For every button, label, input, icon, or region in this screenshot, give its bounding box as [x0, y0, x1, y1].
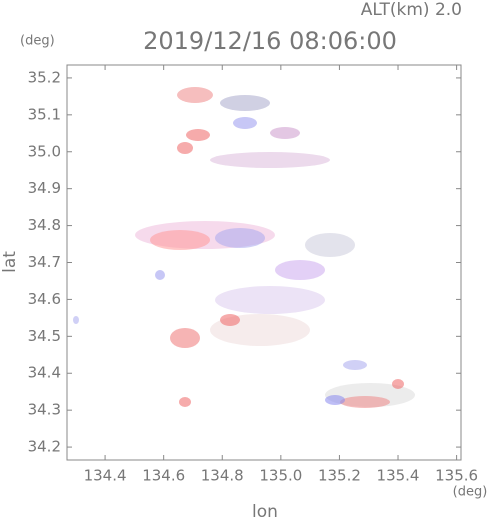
x-tick-label: 134.6: [142, 467, 185, 485]
subtitle: ALT(km) 2.0: [361, 0, 462, 20]
chart-title: 2019/12/16 08:06:00: [143, 27, 397, 55]
x-unit: (deg): [453, 485, 488, 500]
y-tick-label: 34.7: [28, 253, 61, 271]
y-tick-label: 35.1: [28, 105, 61, 123]
x-axis-label: lon: [252, 502, 278, 521]
y-tick-label: 34.8: [28, 216, 61, 234]
x-tick-label: 134.4: [84, 467, 127, 485]
y-tick-label: 34.4: [28, 364, 61, 382]
x-tick-label: 135.2: [318, 467, 361, 485]
x-tick-label: 134.8: [201, 467, 244, 485]
x-tick-label: 135.6: [435, 467, 478, 485]
y-unit: (deg): [20, 34, 55, 49]
y-tick-label: 35.2: [28, 68, 61, 86]
y-axis-label: lat: [0, 251, 20, 273]
x-tick-label: 135.4: [377, 467, 420, 485]
y-tick-label: 34.2: [28, 438, 61, 456]
radar-echoes: [73, 87, 415, 408]
y-tick-label: 34.6: [28, 290, 61, 308]
y-tick-label: 34.3: [28, 401, 61, 419]
y-tick-label: 34.5: [28, 327, 61, 345]
y-tick-label: 34.9: [28, 179, 61, 197]
y-tick-label: 35.0: [28, 142, 61, 160]
x-tick-label: 135.0: [259, 467, 302, 485]
